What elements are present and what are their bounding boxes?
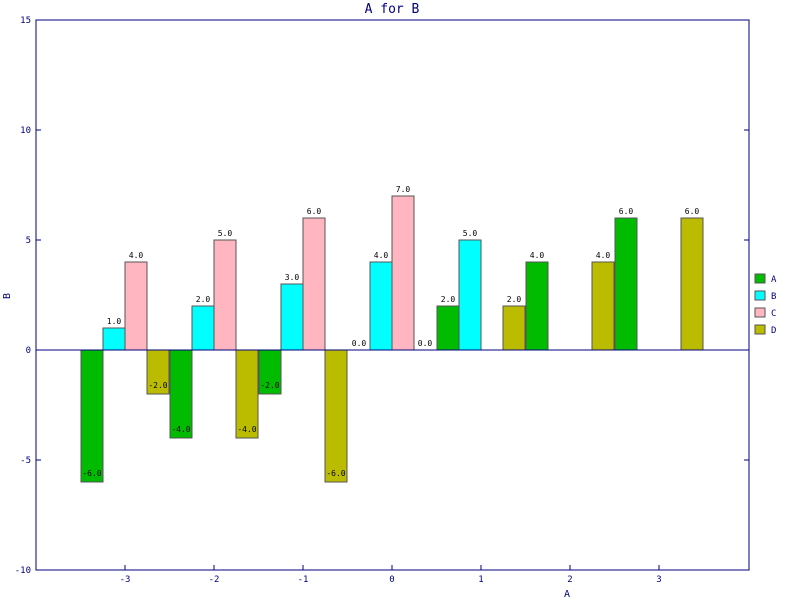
data-labels-layer: -6.0 -4.0 -2.0 0.0 2.0 4.0 6.0 1.0 2.0 3.0 4.0 5.0 4… <box>82 185 699 478</box>
data-label-a-4: 2.0 <box>441 295 456 304</box>
bar-b-3 <box>369 261 393 351</box>
y-tick-label: -10 <box>15 566 31 576</box>
data-label-d-0: -2.0 <box>148 381 167 390</box>
bar-b-1 <box>191 305 215 351</box>
data-label-b-2: 3.0 <box>285 273 300 282</box>
bar-c-1 <box>213 239 237 351</box>
data-label-a-1: -4.0 <box>171 425 190 434</box>
legend-label-a: A <box>771 275 777 285</box>
legend-swatch-c <box>754 307 766 318</box>
y-tick-label: 15 <box>20 16 31 26</box>
data-label-d-4: 2.0 <box>507 295 522 304</box>
bar-d-4 <box>502 305 526 351</box>
x-tick-label: 2 <box>567 575 572 585</box>
bar-b-4 <box>458 239 482 351</box>
bar-a-0 <box>80 349 104 483</box>
x-axis-ticks: -3 -2 -1 0 1 2 3 <box>120 565 662 585</box>
x-tick-label: 0 <box>389 575 394 585</box>
x-tick-label: -1 <box>298 575 309 585</box>
data-label-c-3: 7.0 <box>396 185 411 194</box>
bar-b-2 <box>280 283 304 351</box>
bar-c-3 <box>391 195 415 351</box>
x-tick-label: -3 <box>120 575 131 585</box>
chart-title: A for B <box>365 2 420 17</box>
data-label-d-6: 6.0 <box>685 207 700 216</box>
legend-swatch-d <box>754 324 766 335</box>
y-axis-ticks: -10 -5 0 5 10 15 <box>15 16 749 576</box>
data-label-b-1: 2.0 <box>196 295 211 304</box>
bar-c-0 <box>124 261 148 351</box>
bar-d-6 <box>680 217 704 351</box>
y-tick-label: 10 <box>20 126 31 136</box>
bar-b-0 <box>102 327 126 351</box>
data-label-d-1: -4.0 <box>237 425 256 434</box>
data-label-d-3: 0.0 <box>418 339 433 348</box>
data-label-b-0: 1.0 <box>107 317 122 326</box>
y-tick-label: -5 <box>20 456 31 466</box>
bar-a-4 <box>436 305 460 351</box>
x-axis-label: A <box>564 589 570 600</box>
bars-layer <box>80 195 704 483</box>
data-label-a-0: -6.0 <box>82 469 101 478</box>
data-label-a-2: -2.0 <box>260 381 279 390</box>
data-label-c-1: 5.0 <box>218 229 233 238</box>
bar-d-5 <box>591 261 615 351</box>
bar-a-5 <box>525 261 549 351</box>
x-tick-label: -2 <box>209 575 220 585</box>
data-label-c-2: 6.0 <box>307 207 322 216</box>
x-tick-label: 1 <box>478 575 483 585</box>
bar-c-2 <box>302 217 326 351</box>
data-label-b-3: 4.0 <box>374 251 389 260</box>
data-label-c-0: 4.0 <box>129 251 144 260</box>
data-label-a-5: 4.0 <box>530 251 545 260</box>
data-label-b-4: 5.0 <box>463 229 478 238</box>
data-label-a-6: 6.0 <box>619 207 634 216</box>
legend-label-d: D <box>771 326 776 336</box>
legend-swatch-b <box>754 290 766 301</box>
bar-d-2 <box>324 349 348 483</box>
legend-swatch-a <box>754 273 766 284</box>
y-tick-label: 0 <box>26 346 31 356</box>
data-label-d-5: 4.0 <box>596 251 611 260</box>
y-tick-label: 5 <box>26 236 31 246</box>
legend-label-b: B <box>771 292 776 302</box>
x-tick-label: 3 <box>656 575 661 585</box>
data-label-d-2: -6.0 <box>326 469 345 478</box>
y-axis-label: B <box>2 293 13 299</box>
legend-label-c: C <box>771 309 776 319</box>
data-label-a-3: 0.0 <box>352 339 367 348</box>
bar-a-6 <box>614 217 638 351</box>
